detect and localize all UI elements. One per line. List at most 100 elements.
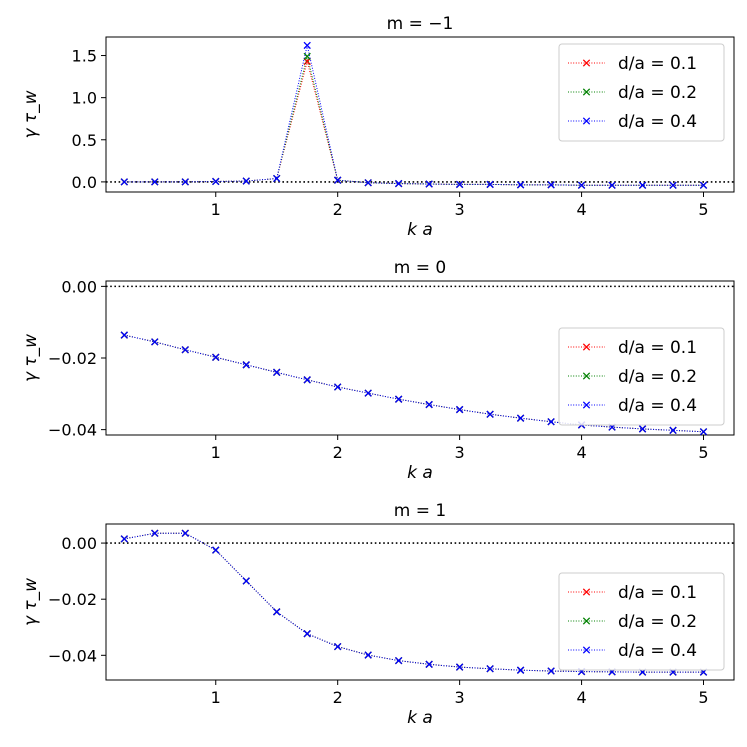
legend-label: d/a = 0.4 (618, 641, 697, 661)
panel-title: m = 0 (394, 258, 446, 278)
x-tick-label: 2 (333, 443, 343, 462)
data-point (608, 181, 616, 189)
data-point (273, 174, 281, 183)
legend: d/a = 0.1 d/a = 0.2 d/a = 0.4 (558, 43, 725, 142)
series-3 (120, 41, 708, 189)
data-point (577, 181, 586, 189)
legend-label: d/a = 0.4 (618, 396, 697, 416)
x-tick-label: 1 (211, 688, 221, 707)
data-point (486, 180, 494, 189)
data-point (303, 376, 311, 384)
data-point (151, 178, 159, 186)
data-point (638, 425, 647, 433)
data-point (120, 535, 128, 543)
series-line (124, 334, 704, 433)
data-point (364, 651, 372, 659)
legend-swatch-marker (582, 617, 591, 625)
legend-box (558, 572, 725, 671)
x-axis-label: k a (407, 708, 433, 728)
legend-swatch-marker (582, 59, 591, 67)
y-tick-label: 0.00 (61, 277, 97, 296)
data-point (303, 41, 311, 50)
data-point (364, 179, 372, 187)
data-point (669, 181, 677, 189)
data-point (699, 181, 708, 189)
y-axis-label: γ τ_w (21, 334, 41, 382)
y-tick-label: 1.0 (72, 89, 97, 108)
series-line (124, 45, 704, 186)
data-point (303, 52, 311, 61)
data-point (181, 529, 189, 537)
legend-entry: d/a = 0.2 (568, 83, 697, 103)
data-point (455, 405, 464, 414)
data-point (212, 353, 220, 361)
series-3 (120, 331, 708, 436)
series-3 (120, 529, 708, 676)
data-point (638, 181, 647, 189)
x-tick-label: 5 (698, 688, 708, 707)
legend-swatch-marker (582, 588, 591, 596)
x-tick-label: 1 (211, 200, 221, 219)
x-tick-label: 3 (455, 688, 465, 707)
data-point (516, 666, 525, 674)
data-point (455, 180, 464, 189)
y-axis-label: γ τ_w (21, 90, 41, 138)
data-point (395, 395, 403, 403)
y-tick-label: 0.5 (72, 131, 97, 150)
legend-swatch-marker (582, 117, 591, 125)
data-point (455, 663, 464, 671)
legend-label: d/a = 0.2 (618, 367, 697, 387)
legend-label: d/a = 0.1 (618, 583, 697, 603)
x-tick-label: 4 (576, 200, 586, 219)
legend-entry: d/a = 0.4 (568, 112, 697, 132)
data-point (486, 665, 494, 673)
panel-3: 1 2 3 4 5 0.00 −0.02 −0.04 m = 1 k a γ τ_w d/a = 0.… (21, 501, 735, 728)
data-point (395, 179, 403, 188)
legend-entry: d/a = 0.2 (568, 367, 697, 387)
y-tick-label: −0.04 (48, 646, 97, 665)
data-point (120, 331, 128, 339)
panel-title: m = 1 (394, 501, 446, 521)
legend-swatch-marker (582, 88, 591, 96)
data-point (242, 361, 250, 369)
y-tick-label: 0.00 (61, 534, 97, 553)
legend-entry: d/a = 0.2 (568, 612, 697, 632)
data-point (364, 389, 372, 397)
legend-swatch-marker (582, 401, 591, 409)
data-point (334, 642, 342, 651)
data-point (151, 529, 159, 537)
x-tick-label: 4 (576, 688, 586, 707)
legend-label: d/a = 0.2 (618, 612, 697, 632)
x-tick-label: 1 (211, 443, 221, 462)
data-point (151, 338, 159, 346)
data-point (547, 181, 555, 189)
data-point (181, 346, 189, 354)
legend-swatch-marker (582, 372, 591, 380)
data-point (273, 608, 281, 616)
panel-title: m = −1 (387, 14, 454, 34)
data-point (334, 176, 342, 184)
y-axis-label: γ τ_w (21, 578, 41, 626)
legend: d/a = 0.1 d/a = 0.2 d/a = 0.4 (558, 327, 725, 426)
data-point (425, 180, 433, 188)
legend-entry: d/a = 0.1 (568, 583, 697, 603)
data-point (212, 177, 220, 186)
legend-label: d/a = 0.1 (618, 54, 697, 74)
legend-entry: d/a = 0.1 (568, 338, 697, 358)
data-point (699, 428, 708, 436)
x-tick-label: 5 (698, 443, 708, 462)
panel-2: 1 2 3 4 5 0.00 −0.02 −0.04 m = 0 k a γ τ_w d/a = 0.… (21, 258, 735, 483)
legend-swatch-marker (582, 646, 591, 654)
x-axis-label: k a (407, 463, 433, 483)
data-point (120, 178, 128, 186)
data-point (395, 656, 403, 665)
legend-swatch-marker (582, 343, 591, 351)
x-tick-label: 5 (698, 200, 708, 219)
y-tick-label: −0.02 (48, 349, 97, 368)
panel-1: 1 2 3 4 5 0.0 0.5 1.0 1.5 m = −1 k a γ τ_w d/a = 0.1… (21, 14, 735, 240)
x-tick-label: 4 (576, 443, 586, 462)
x-axis-label: k a (407, 220, 433, 240)
data-point (425, 660, 433, 668)
data-point (242, 577, 250, 585)
data-point (273, 368, 281, 376)
